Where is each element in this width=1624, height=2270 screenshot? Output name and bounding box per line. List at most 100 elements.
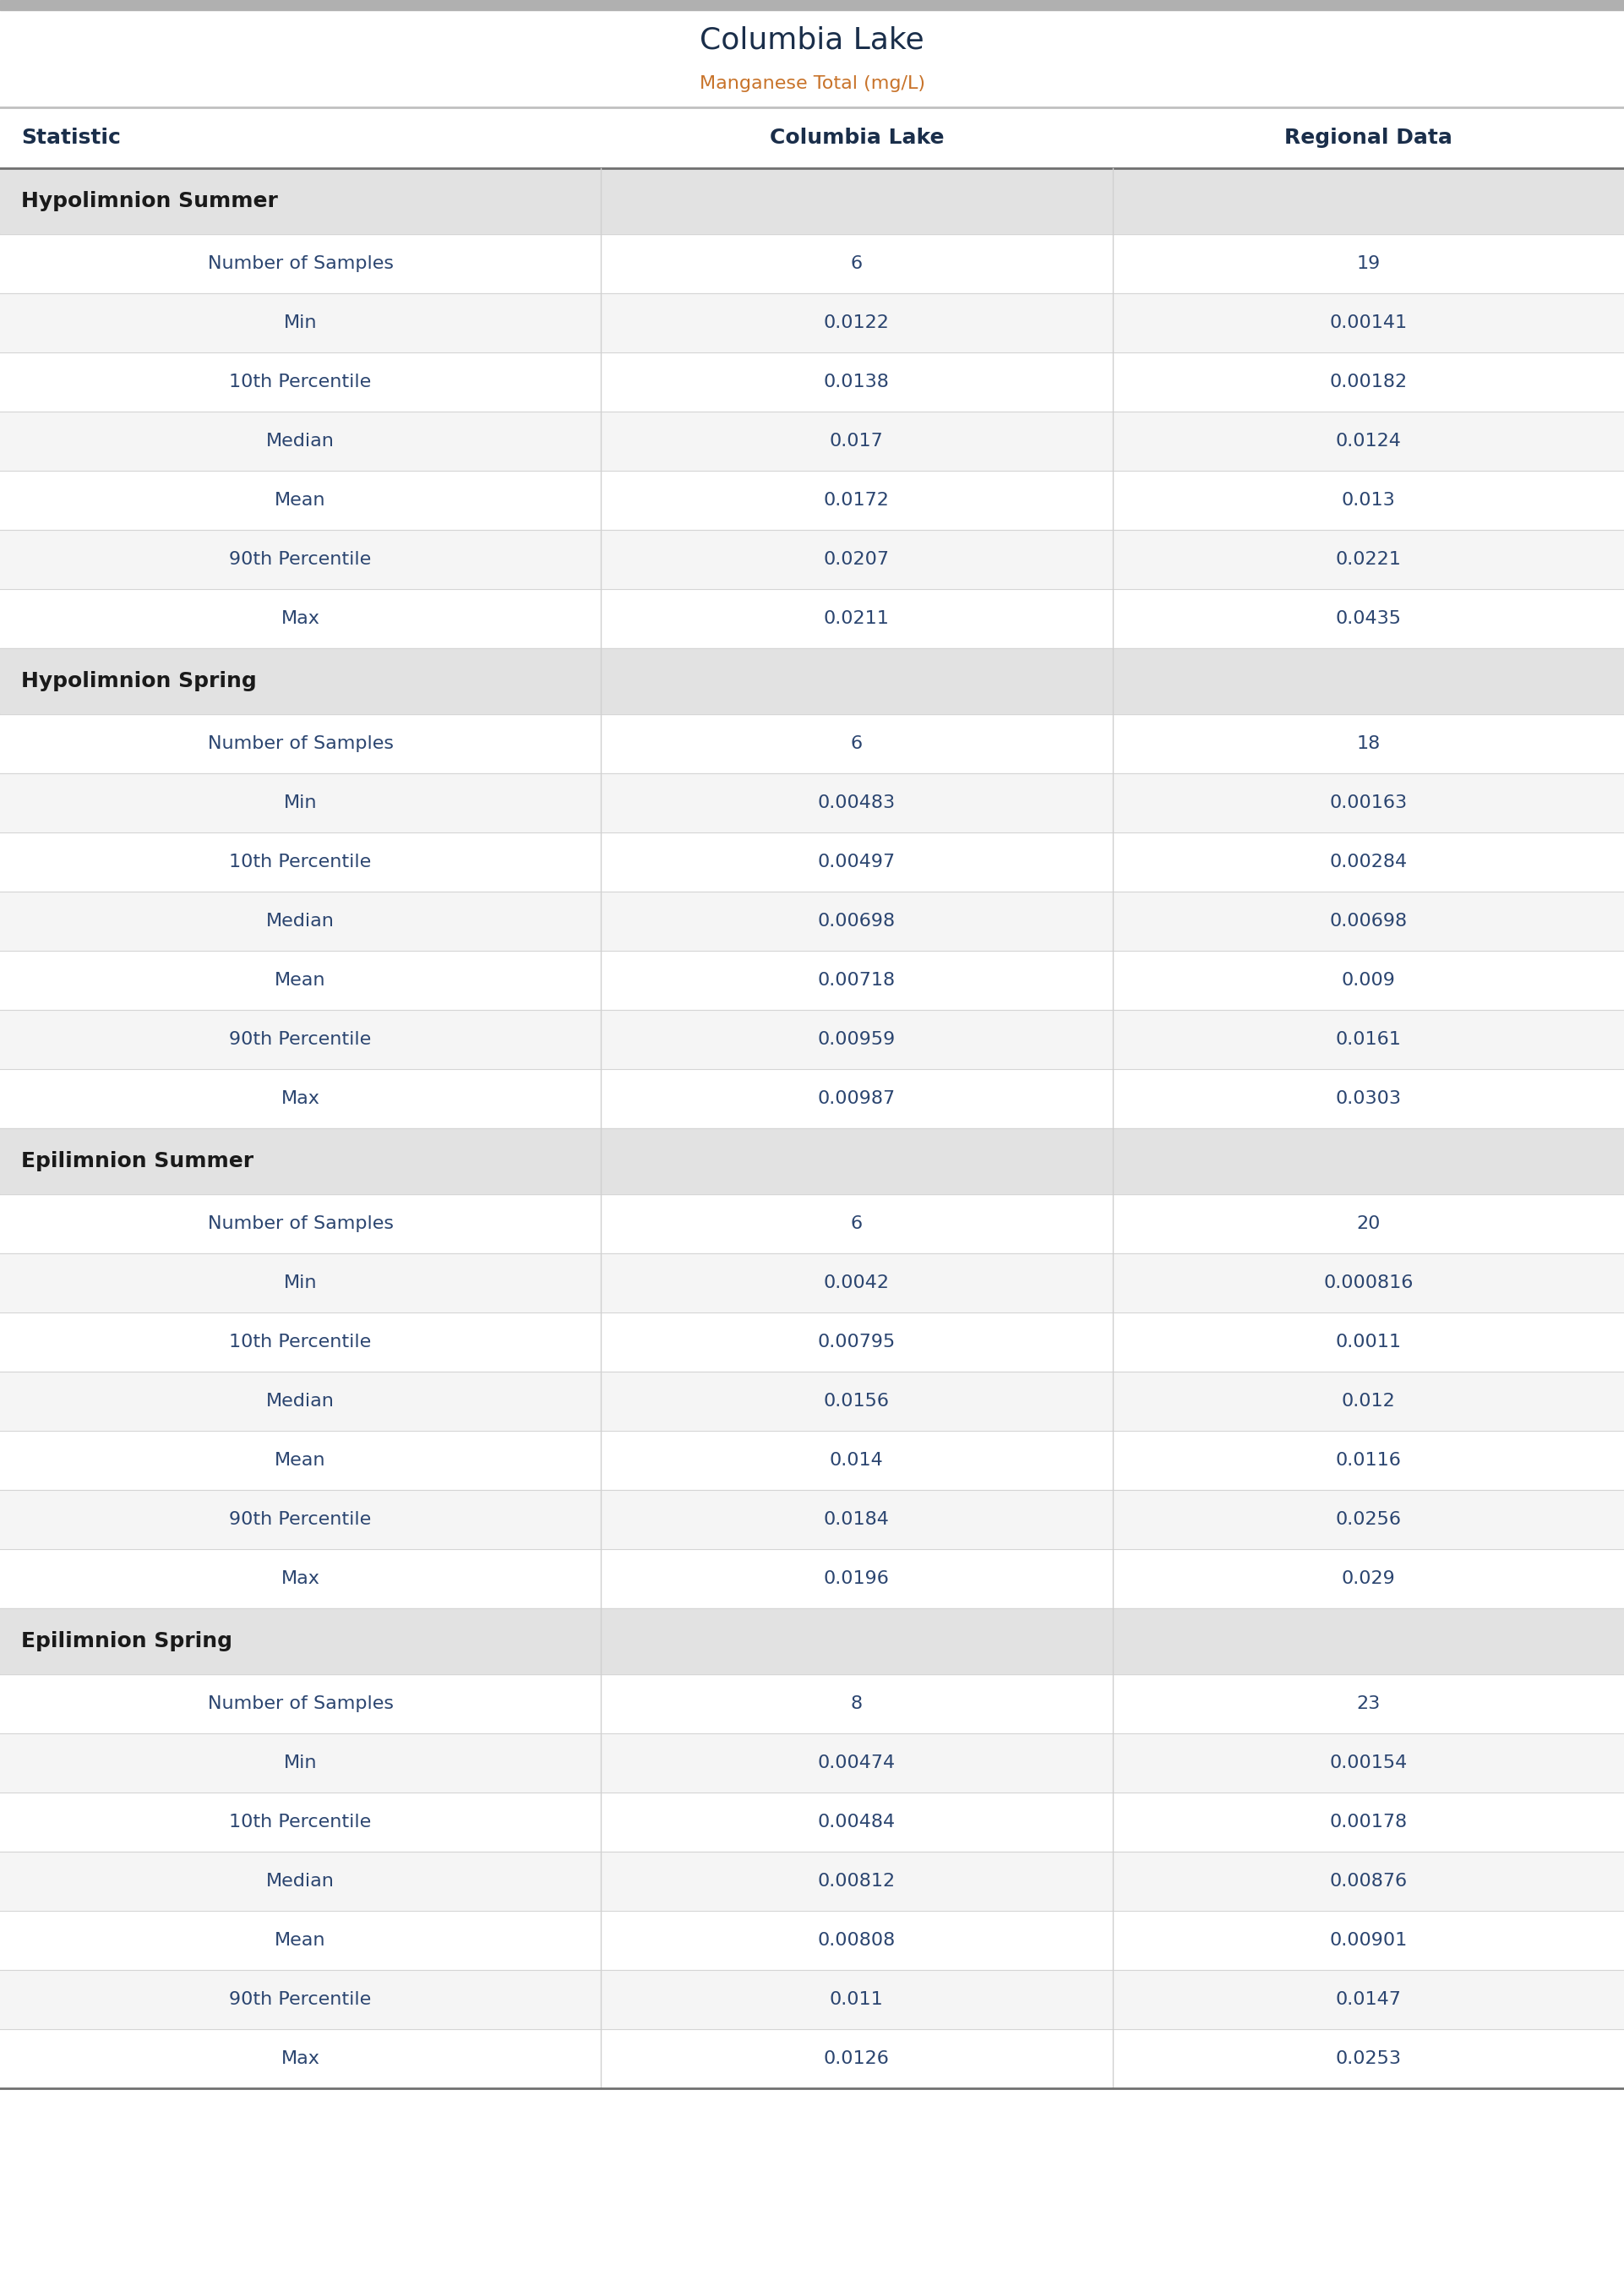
Bar (0, 1548, 1624, 1607)
Text: 0.0221: 0.0221 (1335, 552, 1402, 568)
Text: Mean: Mean (274, 493, 326, 508)
Text: Regional Data: Regional Data (1285, 127, 1452, 148)
Text: 0.0303: 0.0303 (1335, 1090, 1402, 1108)
Bar (0, 1194, 1624, 1253)
Text: Number of Samples: Number of Samples (208, 254, 393, 272)
Text: Min: Min (284, 794, 317, 810)
Bar (0, 1970, 1624, 2029)
Text: 0.0435: 0.0435 (1335, 611, 1402, 627)
Text: 90th Percentile: 90th Percentile (229, 1512, 372, 1528)
Text: Max: Max (281, 1090, 320, 1108)
Text: 0.00163: 0.00163 (1330, 794, 1406, 810)
Text: 0.0147: 0.0147 (1335, 1991, 1402, 2009)
Text: 23: 23 (1356, 1696, 1380, 1712)
Text: 0.00698: 0.00698 (818, 913, 895, 931)
Bar (0, 352, 1624, 411)
Text: Min: Min (284, 313, 317, 331)
Bar (0, 1312, 1624, 1371)
Text: 0.017: 0.017 (830, 434, 883, 449)
Text: 0.0042: 0.0042 (823, 1273, 890, 1292)
Text: 0.00698: 0.00698 (1330, 913, 1406, 931)
Text: 0.00876: 0.00876 (1330, 1873, 1406, 1889)
Text: 0.00182: 0.00182 (1330, 375, 1406, 390)
Text: 0.0124: 0.0124 (1335, 434, 1402, 449)
Text: 0.012: 0.012 (1341, 1394, 1395, 1410)
Text: 18: 18 (1356, 735, 1380, 751)
Text: 0.011: 0.011 (830, 1991, 883, 2009)
Bar (0, 1128, 1624, 1194)
Text: 0.029: 0.029 (1341, 1571, 1395, 1587)
Text: Median: Median (266, 913, 335, 931)
Bar (0, 715, 1624, 774)
Bar (0, 529, 1624, 588)
Text: 10th Percentile: 10th Percentile (229, 1332, 372, 1351)
Text: 10th Percentile: 10th Percentile (229, 375, 372, 390)
Bar (0, 2029, 1624, 2088)
Bar (0, 649, 1624, 715)
Bar (0, 293, 1624, 352)
Text: 20: 20 (1356, 1214, 1380, 1233)
Text: 0.00959: 0.00959 (818, 1031, 895, 1049)
Bar (0, 892, 1624, 951)
Text: Mean: Mean (274, 1453, 326, 1469)
Text: 0.0138: 0.0138 (823, 375, 890, 390)
Bar (0, 1253, 1624, 1312)
Text: Mean: Mean (274, 1932, 326, 1950)
Text: 0.00483: 0.00483 (818, 794, 895, 810)
Text: Max: Max (281, 2050, 320, 2068)
Text: 90th Percentile: 90th Percentile (229, 552, 372, 568)
Text: 0.0256: 0.0256 (1335, 1512, 1402, 1528)
Text: 0.0126: 0.0126 (823, 2050, 890, 2068)
Text: 0.000816: 0.000816 (1324, 1273, 1413, 1292)
Text: 19: 19 (1356, 254, 1380, 272)
Text: Number of Samples: Number of Samples (208, 1214, 393, 1233)
Text: 0.00154: 0.00154 (1330, 1755, 1406, 1771)
Text: 0.0253: 0.0253 (1335, 2050, 1402, 2068)
Text: 0.0116: 0.0116 (1335, 1453, 1402, 1469)
Bar (0, 411, 1624, 470)
Text: 0.0172: 0.0172 (823, 493, 890, 508)
Bar (0, 1489, 1624, 1548)
Text: 0.0161: 0.0161 (1335, 1031, 1402, 1049)
Text: 0.0196: 0.0196 (823, 1571, 890, 1587)
Text: 0.0184: 0.0184 (823, 1512, 890, 1528)
Text: Columbia Lake: Columbia Lake (770, 127, 944, 148)
Bar (0, 1852, 1624, 1911)
Text: 0.00284: 0.00284 (1330, 854, 1406, 869)
Text: 6: 6 (851, 735, 862, 751)
Text: Median: Median (266, 434, 335, 449)
Text: 0.00484: 0.00484 (818, 1814, 895, 1830)
Text: 10th Percentile: 10th Percentile (229, 1814, 372, 1830)
Bar (0, 588, 1624, 649)
Text: 0.0011: 0.0011 (1335, 1332, 1402, 1351)
Bar (0, 1010, 1624, 1069)
Text: 0.00808: 0.00808 (818, 1932, 895, 1950)
Bar (0, 470, 1624, 529)
Bar (0, 1675, 1624, 1734)
Text: 0.0211: 0.0211 (823, 611, 890, 627)
Text: Min: Min (284, 1755, 317, 1771)
Bar (0, 1793, 1624, 1852)
Text: Max: Max (281, 611, 320, 627)
Text: Max: Max (281, 1571, 320, 1587)
Text: Hypolimnion Summer: Hypolimnion Summer (21, 191, 278, 211)
Bar (0, 1069, 1624, 1128)
Text: Number of Samples: Number of Samples (208, 735, 393, 751)
Text: 0.00497: 0.00497 (818, 854, 895, 869)
Text: Median: Median (266, 1394, 335, 1410)
Text: Statistic: Statistic (21, 127, 120, 148)
Text: 0.0156: 0.0156 (823, 1394, 890, 1410)
Text: 0.0207: 0.0207 (823, 552, 890, 568)
Text: Manganese Total (mg/L): Manganese Total (mg/L) (700, 75, 924, 93)
Text: Columbia Lake: Columbia Lake (700, 25, 924, 54)
Text: 6: 6 (851, 1214, 862, 1233)
Text: 10th Percentile: 10th Percentile (229, 854, 372, 869)
Bar (0, 168, 1624, 234)
Text: 0.00987: 0.00987 (818, 1090, 895, 1108)
Text: 8: 8 (851, 1696, 862, 1712)
Bar (0, 774, 1624, 833)
Text: 6: 6 (851, 254, 862, 272)
Text: 90th Percentile: 90th Percentile (229, 1991, 372, 2009)
Bar (0, 107, 1624, 168)
Text: Min: Min (284, 1273, 317, 1292)
